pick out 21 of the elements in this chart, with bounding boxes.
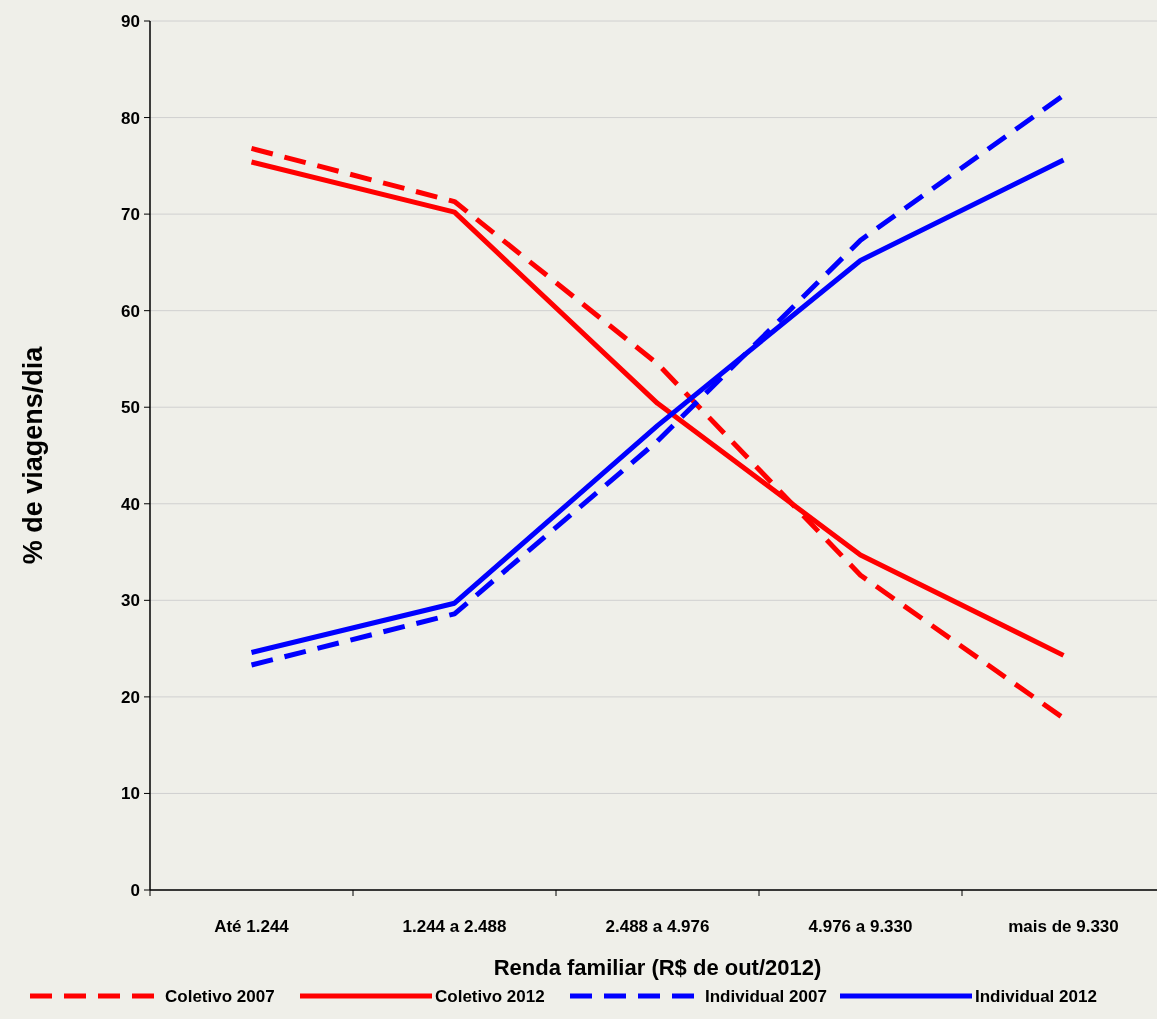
y-tick-label: 60 — [121, 301, 140, 321]
x-tick-label: 1.244 a 2.488 — [402, 917, 507, 936]
x-tick-label: Até 1.244 — [214, 917, 290, 936]
legend-label: Individual 2012 — [975, 986, 1097, 1006]
y-tick-label: 50 — [121, 398, 140, 418]
x-tick-label: mais de 9.330 — [1008, 917, 1119, 936]
x-axis-title: Renda familiar (R$ de out/2012) — [493, 955, 822, 980]
y-axis-title: % de viagens/dia — [18, 345, 48, 565]
y-tick-label: 10 — [121, 784, 140, 804]
y-tick-label: 80 — [121, 108, 140, 128]
x-tick-label: 4.976 a 9.330 — [808, 917, 913, 936]
legend-label: Coletivo 2012 — [435, 986, 545, 1006]
y-tick-label: 20 — [121, 687, 140, 707]
y-tick-label: 90 — [121, 11, 140, 31]
legend-label: Coletivo 2007 — [165, 986, 275, 1006]
y-tick-label: 30 — [121, 591, 140, 611]
x-tick-label: 2.488 a 4.976 — [605, 917, 710, 936]
y-tick-label: 70 — [121, 205, 140, 225]
y-tick-label: 40 — [121, 494, 140, 514]
y-tick-label: 0 — [130, 880, 140, 900]
legend-label: Individual 2007 — [705, 986, 827, 1006]
